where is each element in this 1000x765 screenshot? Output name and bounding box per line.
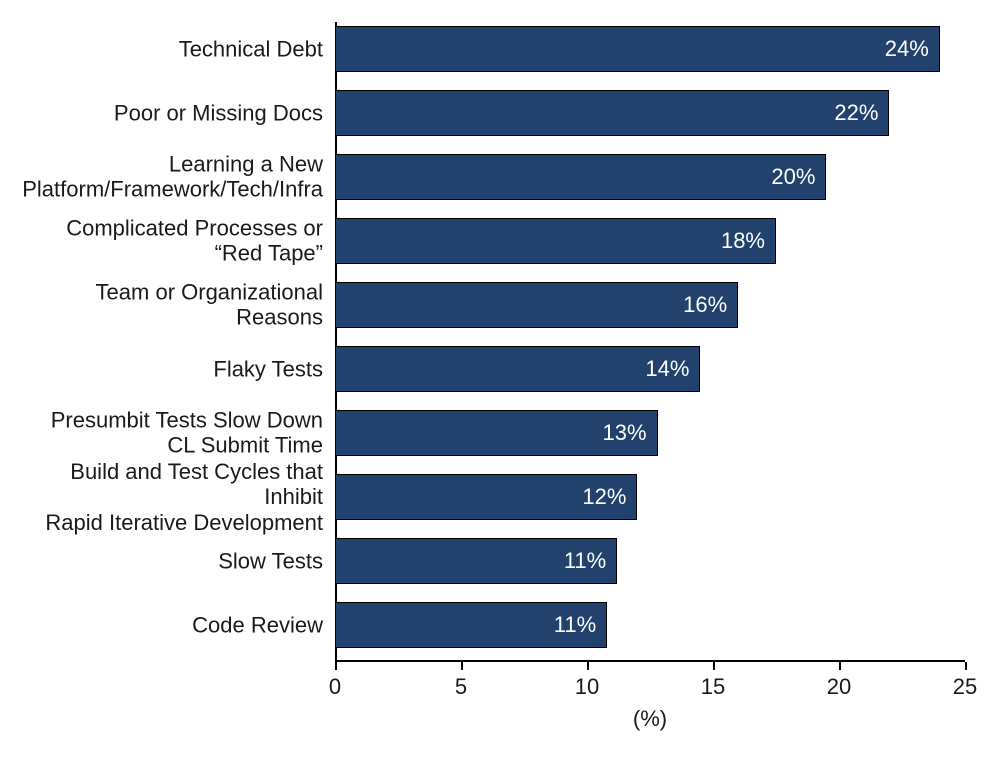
bar-label: Presumbit Tests Slow Down CL Submit Time xyxy=(10,408,335,459)
bar-label: Code Review xyxy=(10,612,335,637)
bar: 12% xyxy=(335,474,637,520)
bar-value: 22% xyxy=(834,100,878,126)
x-tick-label: 10 xyxy=(575,674,599,700)
bar: 22% xyxy=(335,90,889,136)
plot-area: Technical Debt24% Poor or Missing Docs22%… xyxy=(335,22,965,662)
bar-label: Poor or Missing Docs xyxy=(10,100,335,125)
bar-label: Flaky Tests xyxy=(10,356,335,381)
bar-label: Slow Tests xyxy=(10,548,335,573)
bar: 13% xyxy=(335,410,658,456)
bar-value: 14% xyxy=(645,356,689,382)
bar-row: Complicated Processes or “Red Tape”18% xyxy=(335,218,965,264)
bar: 24% xyxy=(335,26,940,72)
x-tick-label: 15 xyxy=(701,674,725,700)
bar-value: 16% xyxy=(683,292,727,318)
bar: 16% xyxy=(335,282,738,328)
bar-value: 11% xyxy=(554,612,596,638)
bar-row: Build and Test Cycles that Inhibit Rapid… xyxy=(335,474,965,520)
bar-row: Presumbit Tests Slow Down CL Submit Time… xyxy=(335,410,965,456)
bar: 20% xyxy=(335,154,826,200)
bar-label: Team or Organizational Reasons xyxy=(10,280,335,331)
x-tick-label: 0 xyxy=(329,674,341,700)
bar: 14% xyxy=(335,346,700,392)
x-tick xyxy=(461,662,463,670)
x-tick xyxy=(965,662,967,670)
bar-row: Technical Debt24% xyxy=(335,26,965,72)
bar-value: 12% xyxy=(582,484,626,510)
horizontal-bar-chart: Technical Debt24%Poor or Missing Docs22%… xyxy=(0,0,1000,765)
bar-value: 13% xyxy=(603,420,647,446)
x-tick-label: 20 xyxy=(827,674,851,700)
bar: 11% xyxy=(335,602,607,648)
bar-label: Complicated Processes or “Red Tape” xyxy=(10,216,335,267)
x-axis-title: (%) xyxy=(633,706,667,732)
bar-row: Team or Organizational Reasons16% xyxy=(335,282,965,328)
bar-row: Code Review11% xyxy=(335,602,965,648)
bar-value: 11% xyxy=(564,548,606,574)
bar-value: 18% xyxy=(721,228,765,254)
x-tick xyxy=(335,662,337,670)
x-tick xyxy=(713,662,715,670)
bar-row: Poor or Missing Docs22% xyxy=(335,90,965,136)
bar-label: Learning a New Platform/Framework/Tech/I… xyxy=(10,152,335,203)
bar: 11% xyxy=(335,538,617,584)
x-axis xyxy=(335,660,965,662)
bar-row: Slow Tests11% xyxy=(335,538,965,584)
bar-row: Learning a New Platform/Framework/Tech/I… xyxy=(335,154,965,200)
bar-row: Flaky Tests14% xyxy=(335,346,965,392)
x-tick-label: 25 xyxy=(953,674,977,700)
bar-value: 20% xyxy=(771,164,815,190)
bar: 18% xyxy=(335,218,776,264)
x-tick xyxy=(839,662,841,670)
bar-value: 24% xyxy=(885,36,929,62)
x-tick-label: 5 xyxy=(455,674,467,700)
bar-label: Build and Test Cycles that Inhibit Rapid… xyxy=(10,459,335,535)
x-tick xyxy=(587,662,589,670)
bar-label: Technical Debt xyxy=(10,36,335,61)
